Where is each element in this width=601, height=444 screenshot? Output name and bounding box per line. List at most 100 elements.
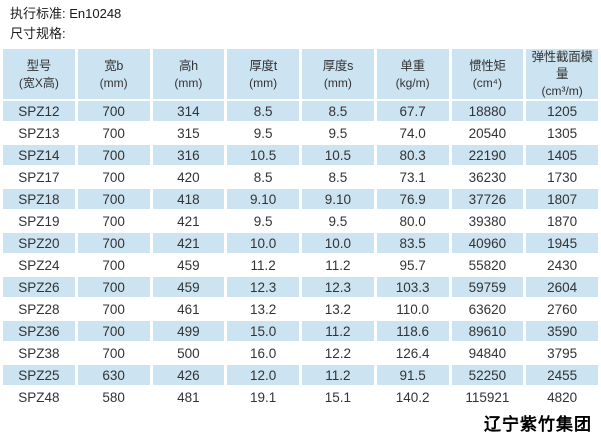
value-cell: 12.2 [302,343,374,363]
table-row: SPZ25 630 426 12.0 11.2 91.5 52250 2455 [3,365,598,385]
value-cell: 110.0 [376,299,449,319]
model-cell: SPZ19 [3,211,75,231]
column-header: 弹性截面模量 (cm³/m) [526,49,598,99]
column-header: 惯性矩 (cm⁴) [451,49,524,99]
value-cell: 80.3 [376,145,449,165]
table-row: SPZ48 580 481 19.1 15.1 140.2 115921 4820 [3,387,598,407]
value-cell: 19.1 [227,387,299,407]
value-cell: 9.10 [227,189,299,209]
column-header: 宽b (mm) [77,49,150,99]
value-cell: 12.0 [227,365,299,385]
value-cell: 700 [77,343,150,363]
value-cell: 3590 [526,321,598,341]
value-cell: 9.5 [302,123,374,143]
value-cell: 11.2 [302,255,374,275]
value-cell: 83.5 [376,233,449,253]
value-cell: 10.5 [227,145,299,165]
table-row: SPZ13 700 315 9.5 9.5 74.0 20540 1305 [3,123,598,143]
table-row: SPZ28 700 461 13.2 13.2 110.0 63620 2760 [3,299,598,319]
value-cell: 8.5 [302,167,374,187]
column-header-unit: (mm) [323,75,352,90]
column-header-unit: (cm⁴) [472,75,502,90]
value-cell: 3795 [526,343,598,363]
value-cell: 421 [152,211,225,231]
value-cell: 118.6 [376,321,449,341]
value-cell: 12.3 [302,277,374,297]
value-cell: 40960 [451,233,524,253]
model-cell: SPZ13 [3,123,75,143]
value-cell: 9.10 [302,189,374,209]
value-cell: 315 [152,123,225,143]
model-cell: SPZ14 [3,145,75,165]
value-cell: 73.1 [376,167,449,187]
value-cell: 13.2 [227,299,299,319]
value-cell: 314 [152,101,225,121]
model-cell: SPZ12 [3,101,75,121]
column-header: 高h (mm) [152,49,225,99]
model-cell: SPZ36 [3,321,75,341]
table-row: SPZ20 700 421 10.0 10.0 83.5 40960 1945 [3,233,598,253]
value-cell: 1870 [526,211,598,231]
value-cell: 36230 [451,167,524,187]
model-cell: SPZ25 [3,365,75,385]
value-cell: 459 [152,255,225,275]
value-cell: 700 [77,145,150,165]
value-cell: 1807 [526,189,598,209]
value-cell: 12.3 [227,277,299,297]
table-row: SPZ12 700 314 8.5 8.5 67.7 18880 1205 [3,101,598,121]
column-header: 单重 (kg/m) [376,49,449,99]
value-cell: 8.5 [227,101,299,121]
column-header-unit: (kg/m) [395,75,430,90]
value-cell: 418 [152,189,225,209]
column-header-label: 高h [178,58,198,73]
column-header-unit: (cm³/m) [541,84,583,98]
table-row: SPZ17 700 420 8.5 8.5 73.1 36230 1730 [3,167,598,187]
value-cell: 2760 [526,299,598,319]
table-row: SPZ24 700 459 11.2 11.2 95.7 55820 2430 [3,255,598,275]
table-row: SPZ26 700 459 12.3 12.3 103.3 59759 2604 [3,277,598,297]
value-cell: 89610 [451,321,524,341]
value-cell: 11.2 [302,321,374,341]
value-cell: 10.0 [302,233,374,253]
value-cell: 10.5 [302,145,374,165]
spec-table-header: 型号 (宽X高) 宽b (mm) 高h (mm) 厚度t (mm) 厚度s (mm) 单重 (kg/m… [3,49,598,99]
value-cell: 700 [77,123,150,143]
value-cell: 52250 [451,365,524,385]
model-cell: SPZ17 [3,167,75,187]
table-row: SPZ14 700 316 10.5 10.5 80.3 22190 1405 [3,145,598,165]
value-cell: 700 [77,233,150,253]
value-cell: 2604 [526,277,598,297]
value-cell: 10.0 [227,233,299,253]
column-header-label: 厚度s [322,58,354,73]
value-cell: 1945 [526,233,598,253]
value-cell: 74.0 [376,123,449,143]
value-cell: 700 [77,211,150,231]
value-cell: 700 [77,299,150,319]
value-cell: 59759 [451,277,524,297]
model-cell: SPZ20 [3,233,75,253]
model-cell: SPZ38 [3,343,75,363]
table-row: SPZ36 700 499 15.0 11.2 118.6 89610 3590 [3,321,598,341]
value-cell: 76.9 [376,189,449,209]
value-cell: 67.7 [376,101,449,121]
value-cell: 9.5 [227,211,299,231]
value-cell: 2430 [526,255,598,275]
value-cell: 1305 [526,123,598,143]
model-cell: SPZ26 [3,277,75,297]
value-cell: 126.4 [376,343,449,363]
value-cell: 15.1 [302,387,374,407]
spec-line: 尺寸规格: [10,26,66,41]
value-cell: 20540 [451,123,524,143]
value-cell: 103.3 [376,277,449,297]
column-header-unit: (mm) [249,75,278,90]
column-header-label: 惯性矩 [469,58,506,73]
value-cell: 8.5 [302,101,374,121]
spec-table: 型号 (宽X高) 宽b (mm) 高h (mm) 厚度t (mm) 厚度s (mm) 单重 (kg/m… [0,47,601,409]
value-cell: 11.2 [302,365,374,385]
value-cell: 4820 [526,387,598,407]
value-cell: 1405 [526,145,598,165]
spec-table-body: SPZ12 700 314 8.5 8.5 67.7 18880 1205 SPZ13 700 31… [3,101,598,407]
value-cell: 95.7 [376,255,449,275]
model-cell: SPZ28 [3,299,75,319]
